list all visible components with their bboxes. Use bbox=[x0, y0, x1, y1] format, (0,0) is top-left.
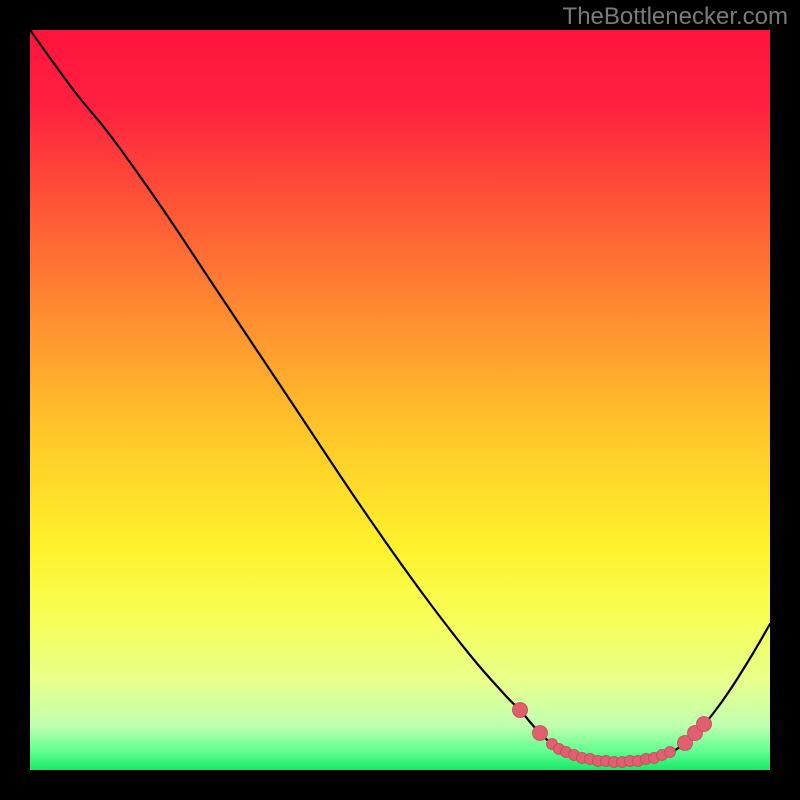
curve-marker bbox=[697, 717, 712, 732]
chart-plot-area bbox=[30, 30, 770, 770]
curve-marker bbox=[513, 703, 528, 718]
curve-marker bbox=[665, 747, 676, 758]
bottleneck-chart: TheBottlenecker.com bbox=[0, 0, 800, 800]
curve-marker bbox=[533, 726, 548, 741]
watermark-text: TheBottlenecker.com bbox=[563, 3, 788, 30]
